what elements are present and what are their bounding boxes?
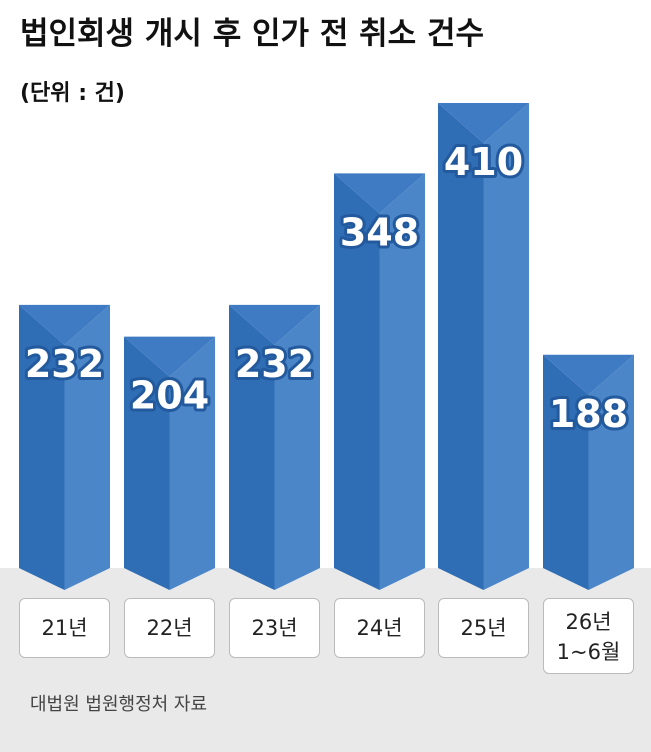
base-band [0,568,651,752]
bar-left-face [334,173,380,590]
bar [543,354,634,590]
x-tick-label: 21년 [19,598,110,658]
x-tick-label: 22년 [124,598,215,658]
bar-top-face [543,354,634,395]
bar [334,173,425,590]
bar-top-face [19,304,110,345]
bar [19,304,110,590]
x-tick-label: 25년 [438,598,529,658]
value-label: 348 [340,210,419,254]
bar-left-face [124,336,170,590]
bar-right-face [274,304,320,590]
chart-subtitle: (단위 : 건) [20,81,125,106]
bar-top-face [124,336,215,377]
bar-left-face [543,354,589,590]
bar [438,103,529,590]
bar-top-face [229,304,320,345]
value-label: 232 [235,342,314,386]
value-label: 232 [25,342,104,386]
bar-right-face [588,354,634,590]
bar-right-face [483,103,529,590]
bar [229,304,320,590]
source: 대법원 법원행정처 자료 [30,694,207,715]
value-label: 204 [130,374,209,418]
x-tick-label: 24년 [334,598,425,658]
chart-title: 법인회생 개시 후 인가 전 취소 건수 [20,16,484,52]
bar-left-face [229,304,275,590]
x-tick-label: 23년 [229,598,320,658]
bar-right-face [64,304,110,590]
bar-top-face [438,103,529,143]
bar-left-face [438,103,484,590]
value-label: 410 [444,140,523,184]
x-tick-label: 26년 1~6월 [543,598,634,674]
bar-top-face [334,173,425,214]
value-label: 188 [549,392,628,436]
bar-left-face [19,304,65,590]
bar-right-face [169,336,215,590]
bar [124,336,215,590]
bar-right-face [379,173,425,590]
